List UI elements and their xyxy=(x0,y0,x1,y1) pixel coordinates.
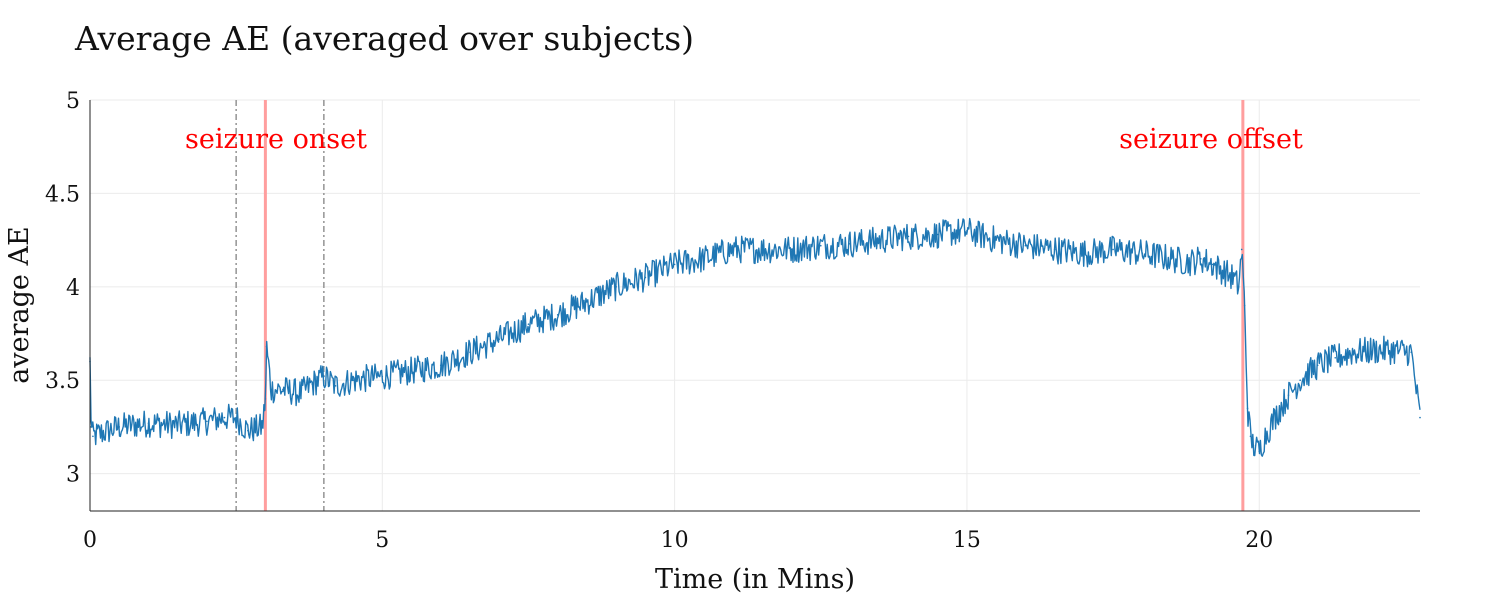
data-point xyxy=(352,379,354,382)
data-point xyxy=(644,276,647,279)
data-point xyxy=(1316,364,1319,367)
data-point xyxy=(995,239,997,241)
data-point xyxy=(311,383,313,385)
data-point xyxy=(1083,252,1085,254)
x-axis-label: Time (in Mins) xyxy=(655,564,855,595)
data-point xyxy=(1223,271,1225,273)
data-point xyxy=(1275,413,1278,415)
y-tick-label: 5 xyxy=(66,89,80,114)
data-point xyxy=(1237,286,1240,288)
data-point xyxy=(206,420,208,423)
y-tick-label: 4.5 xyxy=(45,182,80,207)
data-point xyxy=(673,263,676,266)
series-line xyxy=(89,217,1421,457)
data-point xyxy=(176,424,179,426)
data-point xyxy=(1419,416,1421,419)
grid xyxy=(89,99,1420,511)
data-point xyxy=(247,429,249,432)
data-point xyxy=(1188,261,1190,264)
data-point xyxy=(299,392,302,395)
data-point xyxy=(1252,444,1255,447)
data-point xyxy=(92,435,94,438)
data-point xyxy=(334,385,337,387)
y-tick-label: 3.5 xyxy=(45,369,80,394)
data-point xyxy=(790,248,793,251)
data-point xyxy=(410,370,413,372)
y-axis-label: average AE xyxy=(4,226,35,383)
series-group xyxy=(89,217,1421,457)
data-point xyxy=(235,416,237,419)
data-point xyxy=(1199,257,1202,260)
data-point xyxy=(1243,304,1246,307)
data-point xyxy=(90,426,92,428)
data-point xyxy=(1141,252,1144,254)
x-tick-label: 0 xyxy=(83,528,97,553)
data-point xyxy=(966,229,968,232)
data-point xyxy=(1299,379,1301,382)
data-point xyxy=(907,235,910,238)
data-point xyxy=(849,243,851,245)
data-point xyxy=(1170,257,1173,260)
tick-labels: 0 5 10 15 20 3 3.5 4 4.5 5 xyxy=(45,89,1273,553)
y-tick-label: 3 xyxy=(66,463,80,488)
x-tick-label: 20 xyxy=(1245,528,1273,553)
data-point xyxy=(223,416,226,419)
data-point xyxy=(819,244,822,247)
data-point xyxy=(1392,349,1395,352)
data-point xyxy=(527,323,530,325)
data-point xyxy=(1334,357,1337,359)
data-point xyxy=(1053,248,1056,251)
data-point xyxy=(732,248,734,251)
seizure-offset-label: seizure offset xyxy=(1119,124,1303,155)
data-point xyxy=(1232,276,1234,279)
data-point xyxy=(469,351,471,354)
x-tick-label: 15 xyxy=(953,528,981,553)
data-point xyxy=(1375,349,1377,352)
data-point xyxy=(1264,435,1266,438)
data-point xyxy=(1024,244,1027,247)
data-point xyxy=(615,286,617,288)
data-point xyxy=(498,338,501,340)
chart-title: Average AE (averaged over subjects) xyxy=(74,19,694,58)
data-point xyxy=(439,364,442,367)
x-tick-label: 10 xyxy=(661,528,689,553)
data-point xyxy=(878,239,881,241)
data-point xyxy=(264,398,267,400)
data-point xyxy=(1249,435,1252,438)
data-point xyxy=(761,248,764,251)
data-point xyxy=(118,426,121,428)
data-point xyxy=(1211,263,1214,266)
data-point xyxy=(1112,248,1114,251)
data-point xyxy=(323,375,325,378)
data-point xyxy=(586,300,588,303)
data-point xyxy=(556,314,559,316)
event-markers xyxy=(235,100,1245,511)
data-point xyxy=(703,257,705,260)
data-point xyxy=(1258,450,1261,453)
y-tick-label: 4 xyxy=(66,276,80,301)
seizure-onset-label: seizure onset xyxy=(185,124,367,155)
data-point xyxy=(1240,248,1243,251)
data-point xyxy=(282,388,284,391)
data-point xyxy=(261,426,264,428)
data-point xyxy=(270,388,273,391)
data-point xyxy=(1287,394,1290,396)
data-point xyxy=(1246,407,1249,410)
data-point xyxy=(381,375,384,378)
data-point xyxy=(265,345,268,348)
axes xyxy=(89,100,1420,512)
data-point xyxy=(1410,351,1413,354)
data-point xyxy=(1351,351,1354,354)
x-tick-label: 5 xyxy=(375,528,389,553)
data-point xyxy=(936,233,939,236)
data-point xyxy=(147,422,150,424)
